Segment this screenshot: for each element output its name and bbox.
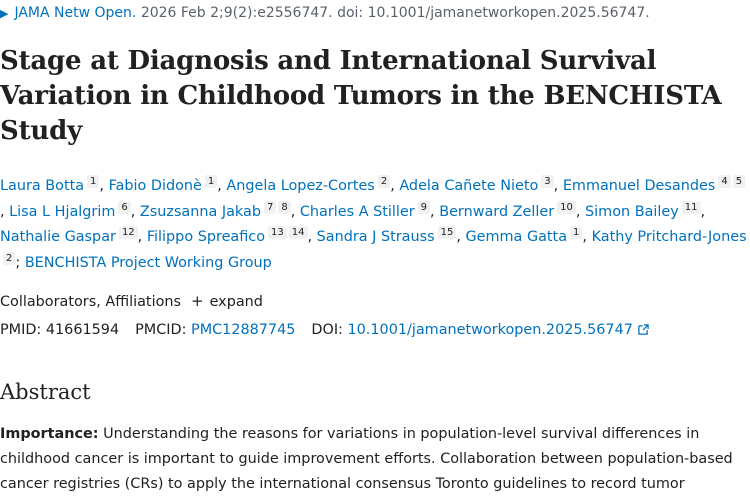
affiliation-number[interactable]: 14 xyxy=(288,226,308,239)
author-name-link[interactable]: Fabio Didonè xyxy=(108,178,202,194)
author-item: Simon Bailey 11 xyxy=(585,200,701,220)
author-name-link[interactable]: Laura Botta xyxy=(0,178,85,194)
author-name-link[interactable]: Gemma Gatta xyxy=(465,229,568,245)
affiliation-number[interactable]: 2 xyxy=(3,251,16,265)
author-item: Zsuzsanna Jakab 7 8 xyxy=(139,200,291,220)
author-name-link[interactable]: Angela Lopez-Cortes xyxy=(226,178,375,194)
author-name-link[interactable]: Kathy Pritchard-Jones xyxy=(591,229,747,245)
affiliation-number[interactable]: 8 xyxy=(278,200,291,214)
triangle-right-icon: ▶ xyxy=(0,7,9,20)
affiliation-number[interactable]: 4 xyxy=(718,175,731,188)
author-name-link[interactable]: Bernward Zeller xyxy=(439,203,555,220)
author-item: Filippo Spreafico 13 14 xyxy=(146,226,308,245)
author-item: Laura Botta 1 xyxy=(0,175,100,194)
author-item: Emmanuel Desandes 4 5 xyxy=(562,175,746,194)
affiliation-number[interactable]: 1 xyxy=(570,226,583,239)
author-name-link[interactable]: Simon Bailey xyxy=(585,203,679,220)
affiliation-number[interactable]: 6 xyxy=(118,200,131,214)
affiliation-number[interactable]: 12 xyxy=(118,226,138,239)
external-link-icon[interactable] xyxy=(638,324,649,335)
author-item: Kathy Pritchard-Jones 2 xyxy=(0,229,747,271)
author-name-link[interactable]: Adela Cañete Nieto xyxy=(399,178,539,194)
author-item: Angela Lopez-Cortes 2 xyxy=(226,175,391,194)
author-name-link[interactable]: Nathalie Gaspar xyxy=(0,229,116,245)
article-identifiers: PMID: 41661594 PMCID: PMC12887745 DOI: 10.… xyxy=(0,320,649,340)
abstract-importance: Importance: Understanding the reasons fo… xyxy=(0,422,748,497)
collaborators-affiliations-toggle[interactable]: Collaborators, Affiliations + expand xyxy=(0,291,263,312)
plus-icon: + xyxy=(191,292,204,310)
author-name-link[interactable]: Zsuzsanna Jakab xyxy=(139,203,261,220)
author-item: Sandra J Strauss 15 xyxy=(316,226,457,245)
abstract-heading: Abstract xyxy=(0,380,91,404)
doi-label: DOI: xyxy=(311,322,343,338)
affiliation-number[interactable]: 2 xyxy=(377,175,391,188)
affiliation-number[interactable]: 9 xyxy=(417,200,431,214)
journal-link[interactable]: JAMA Netw Open. xyxy=(14,5,137,21)
citation-line: ▶ JAMA Netw Open. 2026 Feb 2;9(2):e255674… xyxy=(0,3,650,24)
affiliation-number[interactable]: 3 xyxy=(541,175,554,188)
article-title: Stage at Diagnosis and International Sur… xyxy=(0,46,722,146)
affiliation-number[interactable]: 15 xyxy=(437,226,457,239)
author-item: Gemma Gatta 1 xyxy=(465,226,583,245)
expand-label[interactable]: expand xyxy=(209,294,263,310)
affiliation-number[interactable]: 10 xyxy=(557,200,576,214)
author-name-link[interactable]: Charles A Stiller xyxy=(299,203,415,220)
author-item: Bernward Zeller 10 xyxy=(439,200,576,220)
author-name-link[interactable]: Filippo Spreafico xyxy=(146,229,266,245)
affiliation-number[interactable]: 5 xyxy=(732,175,746,188)
author-item: Lisa L Hjalgrim 6 xyxy=(9,200,131,220)
author-list: Laura Botta 1, Fabio Didonè 1, Angela Lope… xyxy=(0,175,747,271)
affiliation-number[interactable]: 1 xyxy=(87,175,100,188)
pmcid-link[interactable]: PMC12887745 xyxy=(191,322,296,338)
citation-details: 2026 Feb 2;9(2):e2556747. doi: 10.1001/j… xyxy=(140,5,650,21)
author-name-link[interactable]: Emmanuel Desandes xyxy=(562,178,716,194)
author-item: Nathalie Gaspar 12 xyxy=(0,226,138,245)
importance-text: Understanding the reasons for variations… xyxy=(0,426,733,492)
collaborators-label: Collaborators, Affiliations xyxy=(0,294,181,310)
group-author-link[interactable]: BENCHISTA Project Working Group xyxy=(24,254,272,271)
author-item: Fabio Didonè 1 xyxy=(108,175,218,194)
author-item: Adela Cañete Nieto 3 xyxy=(399,175,554,194)
pmid-label: PMID: xyxy=(0,322,42,338)
affiliation-number[interactable]: 1 xyxy=(204,175,218,188)
pmcid-label: PMCID: xyxy=(135,322,187,338)
affiliation-number[interactable]: 7 xyxy=(263,200,277,214)
affiliation-number[interactable]: 13 xyxy=(268,226,287,239)
affiliation-number[interactable]: 11 xyxy=(681,200,701,214)
importance-label: Importance: xyxy=(0,426,99,442)
author-item: Charles A Stiller 9 xyxy=(299,200,431,220)
author-name-link[interactable]: Lisa L Hjalgrim xyxy=(9,203,116,220)
author-name-link[interactable]: Sandra J Strauss xyxy=(316,229,435,245)
doi-link[interactable]: 10.1001/jamanetworkopen.2025.56747 xyxy=(347,322,633,338)
pmid-value: 41661594 xyxy=(45,322,120,338)
